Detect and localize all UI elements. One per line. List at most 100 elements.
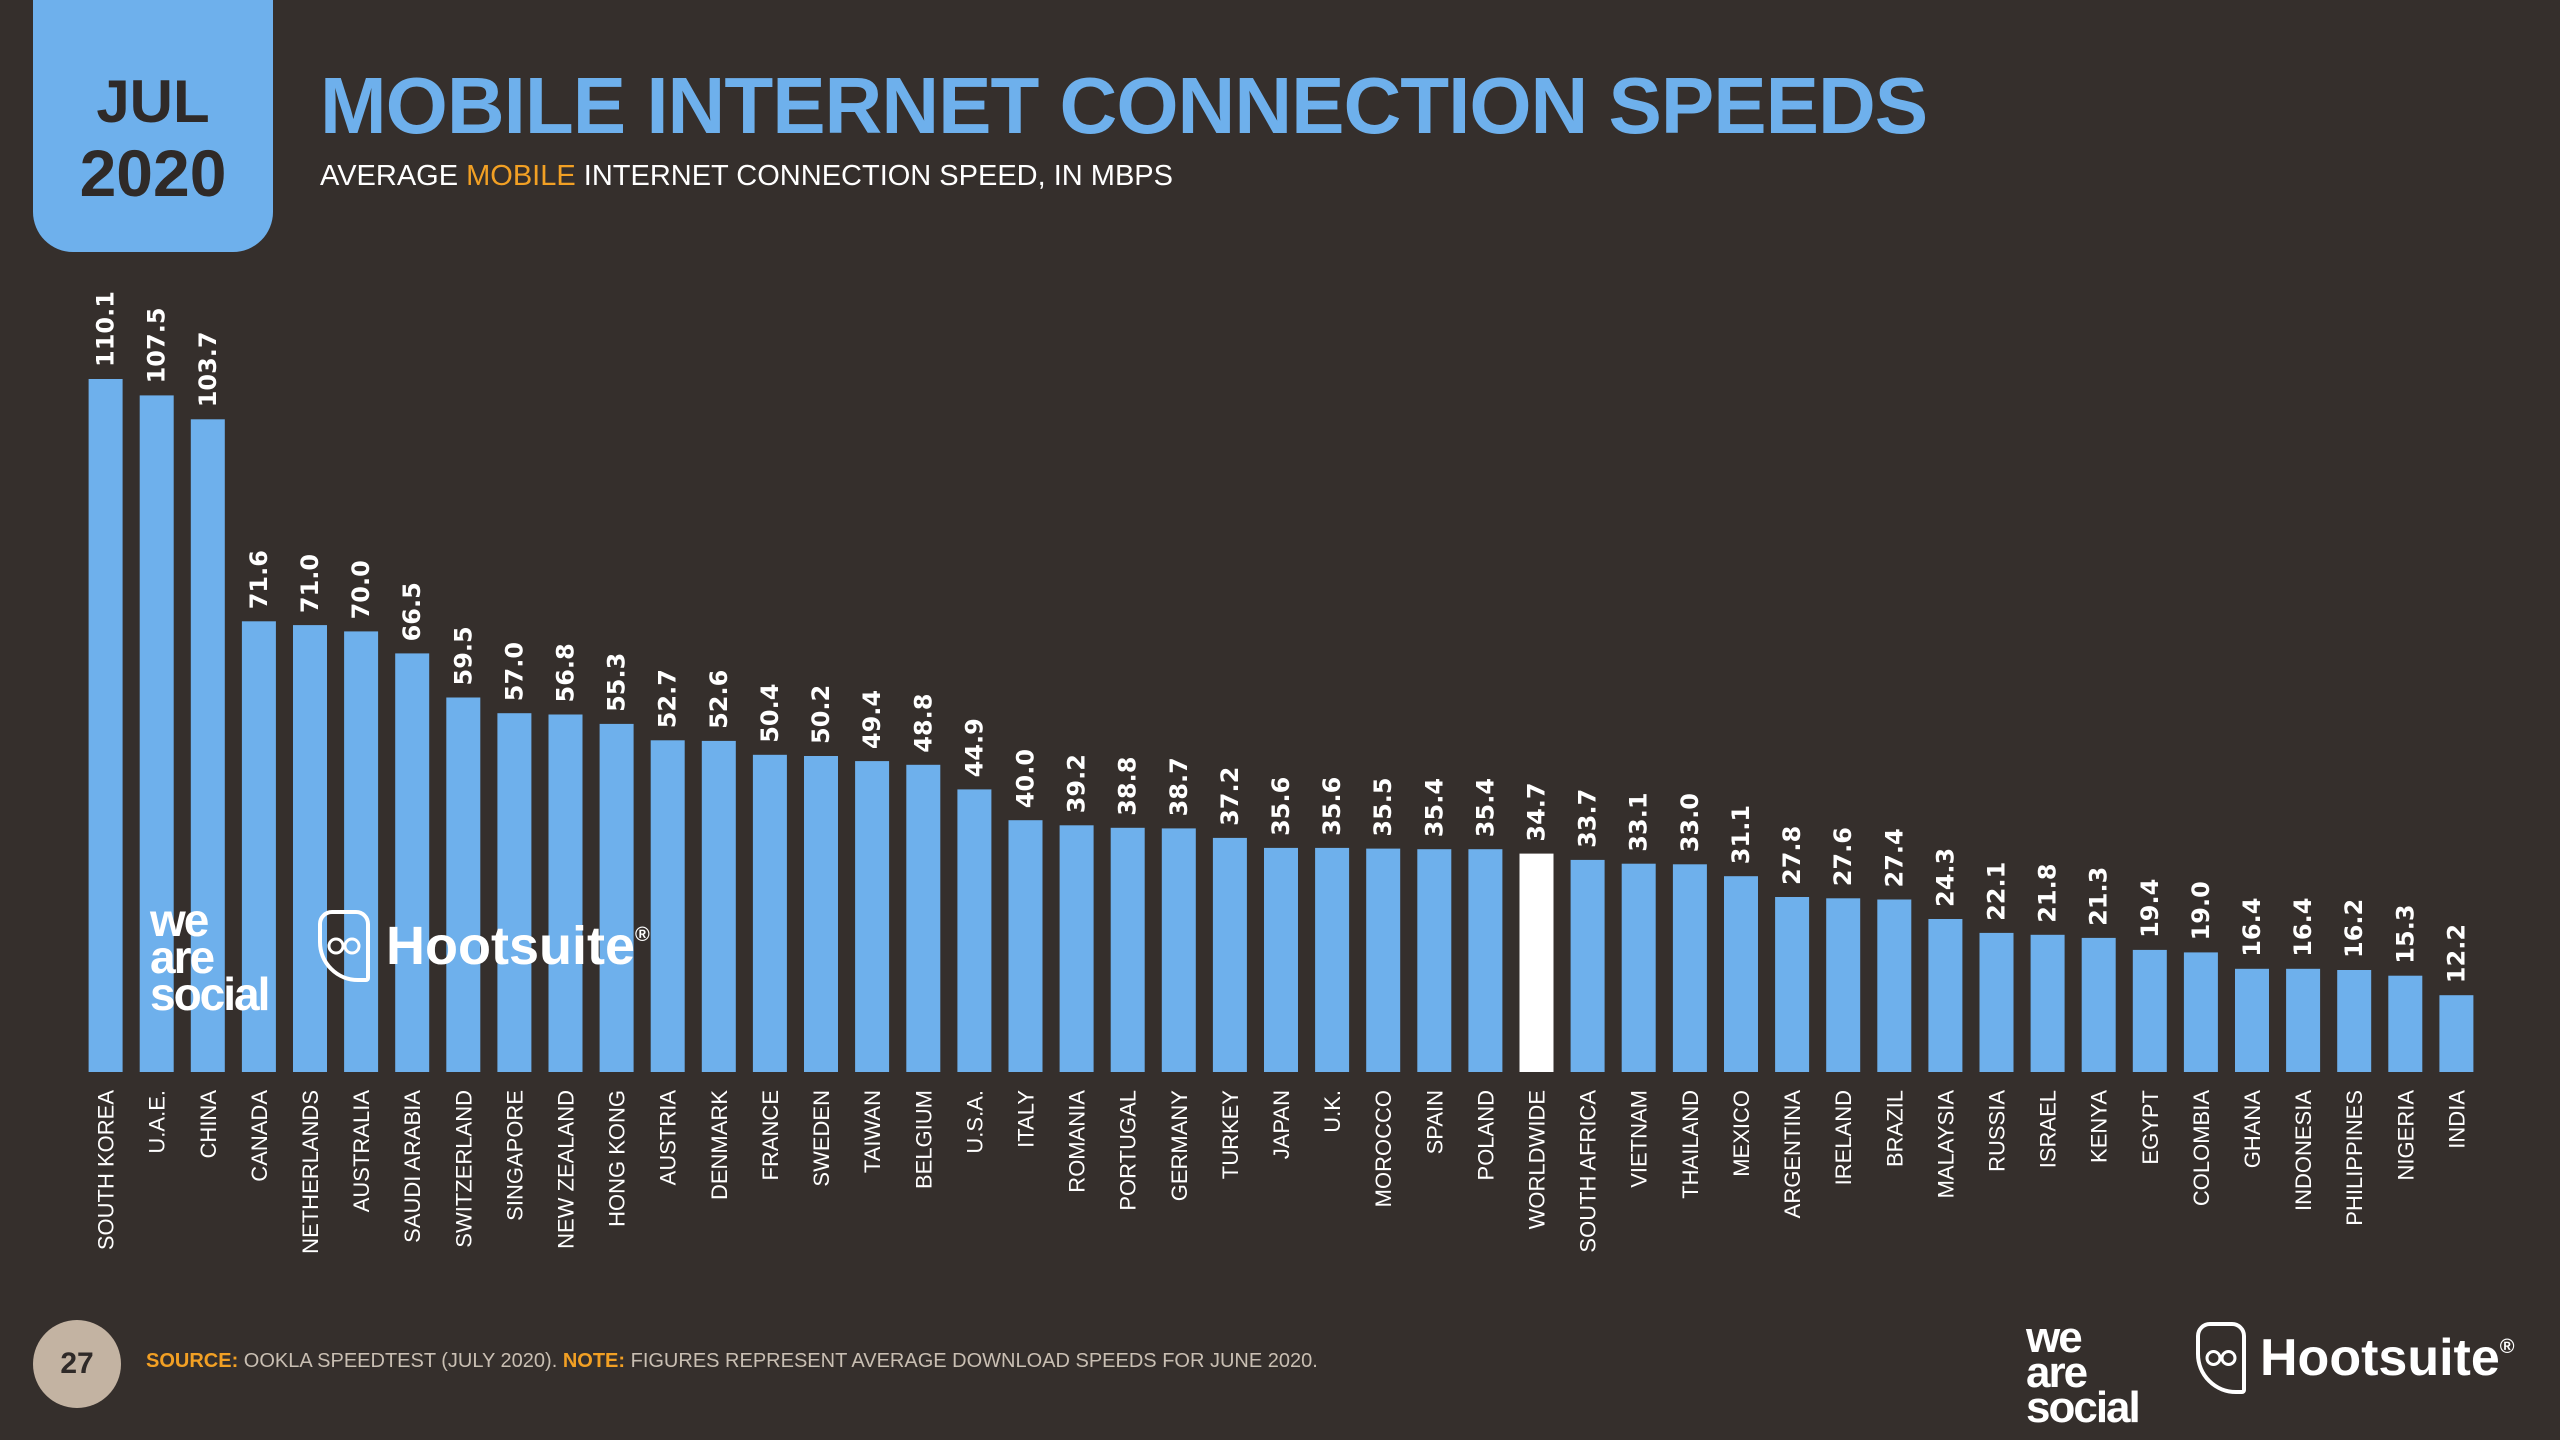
value-label-russia: 22.1 — [1983, 862, 2011, 921]
footer-source: SOURCE: OOKLA SPEEDTEST (JULY 2020). NOT… — [146, 1350, 1318, 1373]
value-label-indonesia: 16.4 — [2289, 898, 2317, 957]
category-label-u-a-e: U.A.E. — [145, 1090, 170, 1154]
bar-canada — [241, 621, 276, 1072]
bar-saudi-arabia — [395, 653, 430, 1072]
value-label-new-zealand: 56.8 — [552, 643, 580, 702]
category-label-colombia: COLOMBIA — [2189, 1090, 2214, 1206]
value-label-thailand: 33.0 — [1676, 793, 1704, 852]
category-label-u-k: U.K. — [1320, 1090, 1345, 1133]
category-label-netherlands: NETHERLANDS — [298, 1090, 323, 1254]
source-text: OOKLA SPEEDTEST (JULY 2020). — [238, 1350, 563, 1372]
bar-australia — [344, 631, 379, 1072]
logo-word-social: social — [150, 967, 270, 1020]
page-subtitle: AVERAGE MOBILE INTERNET CONNECTION SPEED… — [320, 160, 1173, 193]
category-label-thailand: THAILAND — [1678, 1090, 1703, 1199]
bar-ghana — [2235, 968, 2269, 1072]
bar-ireland — [1826, 898, 1861, 1072]
value-label-nigeria: 15.3 — [2391, 904, 2419, 963]
value-label-colombia: 19.0 — [2187, 881, 2215, 940]
bar-malaysia — [1928, 919, 1963, 1072]
bar-u-s-a — [957, 789, 992, 1072]
bar-south-korea — [88, 379, 123, 1072]
category-label-ghana: GHANA — [2240, 1090, 2265, 1169]
category-label-saudi-arabia: SAUDI ARABIA — [400, 1090, 425, 1243]
category-label-malaysia: MALAYSIA — [1933, 1090, 1958, 1199]
bar-turkey — [1212, 837, 1247, 1072]
bar-italy — [1008, 820, 1043, 1072]
we-are-social-logo-footer: we are social — [2026, 1313, 2141, 1433]
bar-sweden — [804, 756, 838, 1072]
category-label-turkey: TURKEY — [1218, 1090, 1243, 1180]
bar-japan — [1264, 847, 1298, 1072]
category-label-south-korea: SOUTH KOREA — [94, 1090, 119, 1250]
category-label-switzerland: SWITZERLAND — [451, 1090, 476, 1248]
hootsuite-wordmark: Hootsuite — [386, 916, 635, 976]
bar-egypt — [2132, 949, 2167, 1072]
value-label-italy: 40.0 — [1012, 749, 1040, 808]
value-label-hong-kong: 55.3 — [603, 653, 631, 712]
value-label-south-africa: 33.7 — [1574, 789, 1602, 848]
bar-spain — [1417, 849, 1452, 1072]
value-label-switzerland: 59.5 — [449, 626, 477, 685]
value-label-israel: 21.8 — [2034, 864, 2062, 923]
value-label-mexico: 31.1 — [1727, 805, 1755, 864]
category-label-u-s-a: U.S.A. — [962, 1090, 987, 1154]
value-label-romania: 39.2 — [1063, 754, 1091, 813]
note-text: FIGURES REPRESENT AVERAGE DOWNLOAD SPEED… — [625, 1350, 1318, 1372]
value-label-austria: 52.7 — [654, 669, 682, 728]
category-label-argentina: ARGENTINA — [1780, 1090, 1805, 1219]
category-label-poland: POLAND — [1473, 1090, 1498, 1180]
bar-austria — [650, 740, 685, 1072]
bar-indonesia — [2286, 968, 2321, 1072]
bar-worldwide — [1519, 853, 1554, 1072]
category-label-australia: AUSTRALIA — [349, 1090, 374, 1213]
hootsuite-logo-chart: Hootsuite ® — [318, 910, 650, 982]
bar-thailand — [1672, 864, 1707, 1072]
bar-brazil — [1877, 899, 1912, 1072]
value-label-kenya: 21.3 — [2085, 867, 2113, 926]
category-label-new-zealand: NEW ZEALAND — [554, 1090, 579, 1249]
value-label-saudi-arabia: 66.5 — [398, 582, 426, 641]
footer-logo-word-we: we — [2026, 1313, 2083, 1362]
value-label-philippines: 16.2 — [2340, 899, 2368, 958]
category-label-brazil: BRAZIL — [1882, 1090, 1907, 1167]
value-label-netherlands: 71.0 — [296, 554, 324, 613]
bar-morocco — [1366, 848, 1401, 1072]
hootsuite-logo-footer: Hootsuite ® — [2196, 1322, 2515, 1394]
bar-new-zealand — [548, 714, 583, 1072]
value-label-france: 50.4 — [756, 684, 784, 743]
category-label-vietnam: VIETNAM — [1627, 1090, 1652, 1188]
bar-mexico — [1724, 876, 1758, 1072]
category-label-portugal: PORTUGAL — [1116, 1090, 1141, 1211]
bar-u-a-e — [139, 395, 174, 1072]
bar-india — [2439, 995, 2474, 1072]
category-label-nigeria: NIGERIA — [2393, 1090, 2418, 1181]
footer-logo-word-social: social — [2026, 1383, 2141, 1433]
bar-u-k — [1315, 847, 1350, 1072]
bar-colombia — [2183, 952, 2218, 1072]
category-label-canada: CANADA — [247, 1090, 272, 1182]
bar-poland — [1468, 849, 1503, 1072]
value-label-vietnam: 33.1 — [1625, 792, 1653, 851]
category-label-kenya: KENYA — [2087, 1090, 2112, 1163]
footer-registered-mark: ® — [2499, 1336, 2515, 1358]
bar-germany — [1161, 828, 1196, 1072]
footer-owl-eyes-icon — [2205, 1350, 2237, 1366]
bar-china — [190, 419, 225, 1072]
category-label-philippines: PHILIPPINES — [2342, 1090, 2367, 1226]
category-label-egypt: EGYPT — [2138, 1090, 2163, 1165]
category-label-spain: SPAIN — [1422, 1090, 1447, 1154]
bar-portugal — [1110, 827, 1145, 1072]
value-label-argentina: 27.8 — [1778, 826, 1806, 885]
category-label-italy: ITALY — [1014, 1090, 1039, 1148]
value-label-canada: 71.6 — [245, 550, 273, 609]
category-label-japan: JAPAN — [1269, 1090, 1294, 1159]
page-number: 27 — [33, 1320, 121, 1408]
bar-philippines — [2337, 970, 2372, 1072]
bar-south-africa — [1570, 859, 1605, 1072]
value-label-germany: 38.7 — [1165, 757, 1193, 816]
category-label-worldwide: WORLDWIDE — [1525, 1090, 1550, 1229]
category-label-germany: GERMANY — [1167, 1090, 1192, 1202]
page-title: MOBILE INTERNET CONNECTION SPEEDS — [320, 61, 1928, 150]
category-label-israel: ISRAEL — [2036, 1090, 2061, 1168]
